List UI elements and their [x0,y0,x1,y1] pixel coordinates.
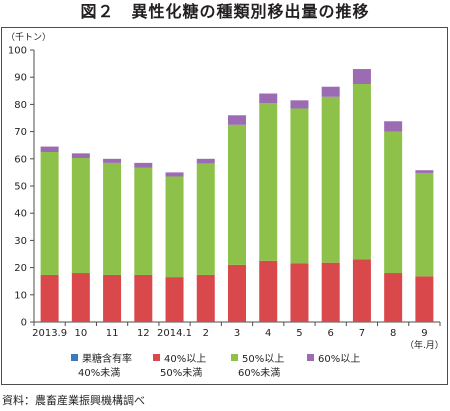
legend-swatch-series-0 [71,354,78,361]
legend-swatch-series-2 [231,354,238,361]
legend-label-series-2: 60%未満 [238,367,280,379]
bar-segment-series-1 [103,274,122,322]
bar-segment-series-3 [196,158,215,164]
bar-segment-series-2 [103,162,122,275]
bar-segment-series-3 [134,162,153,168]
legend-swatch-series-3 [307,354,314,361]
bar-segment-series-1 [40,274,59,322]
x-tick-label: 9 [421,328,427,339]
legend-label-series-0: 果糖含有率 [82,352,132,365]
y-tick-label: 100 [8,46,27,57]
x-tick-label: 6 [328,328,334,339]
bar-segment-series-2 [228,124,246,265]
bar-segment-series-2 [384,131,403,274]
bar-segment-series-3 [352,69,371,84]
legend-swatch-series-1 [153,354,160,361]
y-tick-label: 70 [14,127,27,138]
x-tick-label: 11 [106,328,119,339]
y-tick-label: 10 [14,290,27,301]
bar-segment-series-1 [134,274,153,322]
bar-segment-series-1 [290,263,309,322]
x-tick-label: 12 [137,328,150,339]
legend-label-series-2: 50%以上 [242,353,284,365]
bar-segment-series-2 [40,152,59,275]
bar-segment-series-3 [103,158,122,163]
bar-segment-series-2 [196,163,215,275]
bar-segment-series-1 [165,277,184,322]
bar-segment-series-1 [352,259,371,322]
bar-segment-series-2 [415,172,434,277]
bar-segment-series-2 [290,108,309,264]
bar-segment-series-2 [165,176,184,278]
bar-segment-series-2 [134,167,153,275]
bar-segment-series-1 [415,276,434,322]
legend-label-series-1: 50%未満 [160,367,202,379]
chart: （千トン） 0 10 20 30 40 50 60 70 80 90 100 2013.9 10 11 12 2… [6,32,444,379]
bar-segment-series-1 [71,273,90,322]
y-tick-label: 80 [14,100,27,111]
bar-segment-series-3 [40,146,59,152]
bar-segment-series-1 [228,264,246,322]
y-tick-label: 60 [14,154,27,165]
bar-segment-series-2 [259,103,278,261]
x-tick-label: 10 [74,328,87,339]
legend-label-series-3: 60%以上 [318,353,360,365]
x-tick-label: 4 [265,328,271,339]
bar-segment-series-1 [321,262,340,322]
x-tick-label: 5 [296,328,302,339]
bar-segment-series-3 [228,115,246,125]
bar-segment-series-3 [259,93,278,104]
y-axis-label: （千トン） [6,32,51,43]
chart-frame: （千トン） 0 10 20 30 40 50 60 70 80 90 100 2013.9 10 11 12 2… [1,27,448,385]
bar-segment-series-3 [290,100,309,109]
y-tick-label: 0 [21,318,27,329]
x-tick-label: 2013.9 [32,328,67,339]
source-note: 資料：農畜産業振興機構調べ [2,394,145,407]
legend-label-series-0: 40%未満 [78,367,120,379]
bar-segment-series-3 [321,86,340,97]
y-tick-label: 90 [14,73,27,84]
x-tick-label: 2014.1 [157,328,192,339]
bar-segment-series-3 [71,153,90,158]
bar-segment-series-3 [415,170,434,173]
x-tick-label: 8 [390,328,396,339]
y-tick-label: 20 [14,263,27,274]
x-tick-label: 3 [234,328,240,339]
bar-segment-series-3 [165,172,184,177]
y-tick-label: 40 [14,209,27,220]
x-tick-label: 2 [203,328,209,339]
legend-label-series-1: 40%以上 [164,353,206,365]
x-axis-unit-label: （年.月） [405,339,444,351]
x-tick-label: 7 [359,328,365,339]
bar-segment-series-1 [259,260,278,322]
bar-segment-series-2 [352,84,371,260]
bar-segment-series-1 [196,274,215,322]
bar-segment-series-2 [321,96,340,263]
bar-segment-series-3 [384,121,403,132]
bar-segment-series-2 [71,157,90,274]
bar-segment-series-1 [384,273,403,322]
y-tick-label: 30 [14,236,27,247]
chart-title: 図２ 異性化糖の種類別移出量の推移 [80,2,370,21]
y-tick-label: 50 [14,182,27,193]
